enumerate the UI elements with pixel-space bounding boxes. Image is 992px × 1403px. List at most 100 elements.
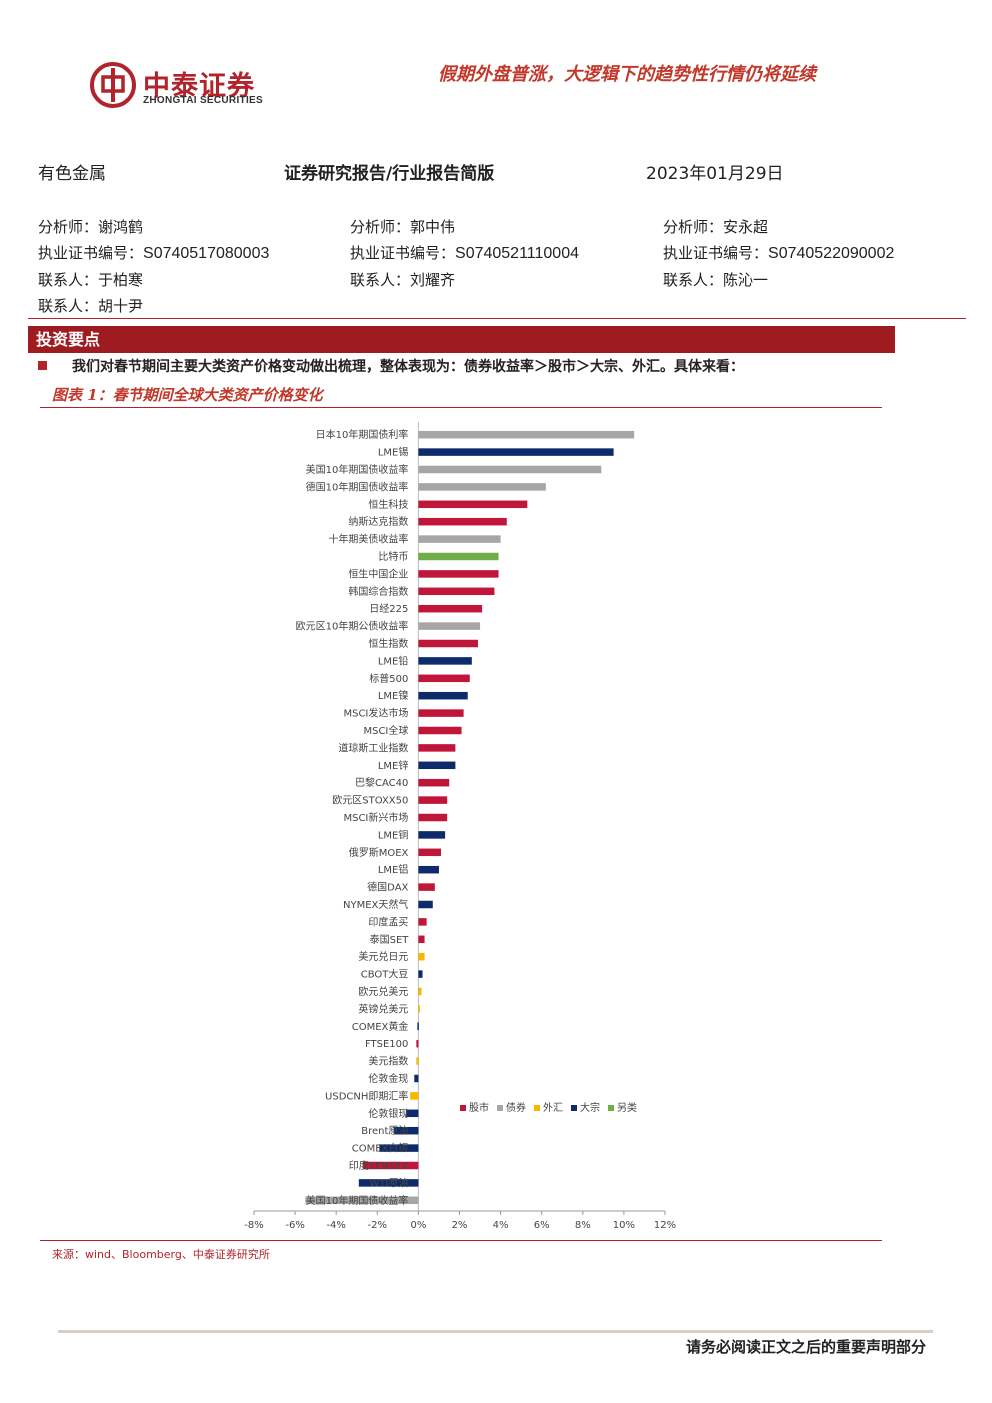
header-divider bbox=[28, 318, 966, 319]
bar bbox=[418, 535, 501, 543]
x-tick-label: -6% bbox=[285, 1220, 304, 1230]
bar bbox=[418, 709, 464, 717]
certificate-number: S0740517080003 bbox=[143, 245, 270, 262]
analyst-block-3: 分析师：安永超 执业证书编号：S0740522090002 联系人：陈沁一 bbox=[663, 218, 895, 289]
asset-price-change-chart: 日本10年期国债利率 LME锡美国10年期国债收益率德国10年期国债收益率恒生科技… bbox=[244, 422, 676, 1230]
bar bbox=[393, 1126, 419, 1135]
bar-label: 印度孟买 bbox=[368, 915, 408, 928]
bar bbox=[418, 1005, 420, 1013]
legend-entry: 股市 bbox=[469, 1101, 489, 1114]
bar bbox=[418, 622, 481, 630]
bar bbox=[418, 883, 435, 891]
report-headline: 假期外盘普涨，大逻辑下的趋势性行情仍将延续 bbox=[438, 64, 816, 85]
zhongtai-logo-icon bbox=[90, 62, 136, 108]
bar-label: FTSE100 bbox=[365, 1039, 408, 1050]
bar bbox=[418, 639, 478, 648]
bar bbox=[418, 570, 499, 578]
bar bbox=[418, 674, 470, 683]
certificate-number: S0740522090002 bbox=[768, 245, 895, 262]
bar-label: 巴黎CAC40 bbox=[355, 776, 408, 789]
bar-label: LME铝 bbox=[378, 864, 409, 876]
bar-label: 美元指数 bbox=[368, 1055, 408, 1068]
bar bbox=[418, 918, 427, 926]
bar-label: 纳斯达克指数 bbox=[348, 515, 408, 528]
certificate-number: S0740521110004 bbox=[455, 245, 579, 262]
bar bbox=[362, 1161, 419, 1170]
bar bbox=[418, 796, 448, 804]
analyst-block-2: 分析师：郭中伟 执业证书编号：S0740521110004 联系人：刘耀齐 bbox=[350, 218, 579, 289]
bar-label: 英镑兑美元 bbox=[358, 1002, 408, 1015]
x-tick-label: 10% bbox=[613, 1220, 635, 1230]
bar-label: COMEX白银 bbox=[352, 1142, 409, 1155]
bar bbox=[305, 1196, 419, 1205]
x-tick-label: 12% bbox=[654, 1220, 676, 1230]
legend-entry: 外汇 bbox=[543, 1101, 563, 1114]
summary-bullet: 我们对春节期间主要大类资产价格变动做出梳理，整体表现为：债券收益率＞股市＞大宗、… bbox=[72, 359, 744, 375]
bullet-square-icon bbox=[38, 361, 47, 370]
figure-bottom-rule bbox=[40, 1240, 882, 1241]
bar bbox=[418, 761, 456, 770]
bar-label: 道琼斯工业指数 bbox=[338, 741, 408, 754]
legend-swatch bbox=[571, 1105, 577, 1111]
x-tick-label: 4% bbox=[493, 1220, 509, 1230]
bar-label: MSCI全球 bbox=[363, 724, 408, 737]
bar-label: 欧元兑美元 bbox=[358, 985, 408, 998]
legend-swatch bbox=[497, 1105, 503, 1111]
bar-label: LME锡 bbox=[378, 446, 409, 459]
bar-label: 日经225 bbox=[369, 602, 408, 615]
bar-label: LME镍 bbox=[378, 689, 409, 702]
bar bbox=[418, 778, 450, 787]
bar bbox=[418, 430, 635, 439]
x-tick-label: -2% bbox=[368, 1220, 387, 1230]
bar bbox=[418, 952, 425, 961]
bar-label: USDCNH即期汇率 bbox=[325, 1089, 408, 1102]
analyst-name: 郭中伟 bbox=[410, 218, 456, 236]
report-date: 2023年01月29日 bbox=[646, 164, 784, 184]
bar bbox=[406, 1109, 419, 1118]
bar-label: LME锌 bbox=[378, 759, 409, 772]
footer-disclaimer: 请务必阅读正文之后的重要声明部分 bbox=[685, 1338, 926, 1356]
bar bbox=[418, 744, 456, 752]
bar bbox=[418, 813, 448, 822]
report-type: 证券研究报告/行业报告简版 bbox=[284, 164, 495, 184]
legend-entry: 另类 bbox=[617, 1101, 637, 1114]
x-tick-label: 6% bbox=[534, 1220, 550, 1230]
bar-label: COMEX黄金 bbox=[352, 1020, 409, 1033]
bar-label: 十年期美债收益率 bbox=[328, 533, 408, 546]
bar-label: 伦敦银现 bbox=[368, 1107, 408, 1120]
bar-label: MSCI发达市场 bbox=[343, 707, 408, 720]
analyst-name: 谢鸿鹤 bbox=[98, 218, 144, 236]
bar-label: 美元兑日元 bbox=[358, 950, 408, 963]
bar bbox=[417, 1022, 419, 1031]
x-tick-label: 8% bbox=[575, 1220, 591, 1230]
logo-english-name: ZHONGTAI SECURITIES bbox=[143, 95, 263, 106]
bar-label: 日本10年期国债利率 bbox=[316, 428, 409, 441]
contact-name: 于柏寒 bbox=[98, 271, 144, 289]
legend-swatch bbox=[534, 1105, 540, 1111]
bar-label: 美国10年期国债收益率 bbox=[306, 463, 409, 476]
legend-entry: 债券 bbox=[506, 1101, 526, 1114]
bar bbox=[418, 848, 442, 857]
bar-label: MSCI新兴市场 bbox=[343, 811, 408, 824]
bar bbox=[418, 604, 483, 613]
figure-top-rule bbox=[40, 407, 882, 408]
contact-name: 胡十尹 bbox=[98, 297, 144, 315]
bar bbox=[418, 448, 614, 456]
bar-label: Brent原油 bbox=[361, 1124, 408, 1137]
bar bbox=[418, 987, 422, 996]
bar-label: 恒生科技 bbox=[368, 498, 408, 511]
bar-label: 恒生指数 bbox=[368, 637, 408, 650]
bar bbox=[418, 483, 546, 491]
bar bbox=[418, 865, 439, 874]
bar-label: WTI原油 bbox=[369, 1176, 408, 1189]
x-tick-label: 2% bbox=[452, 1220, 468, 1230]
bar-label: LME铅 bbox=[378, 654, 409, 667]
x-tick-label: -4% bbox=[326, 1220, 345, 1230]
bar bbox=[418, 970, 423, 978]
bar-label: 美国10年期国债收益率 bbox=[306, 1194, 409, 1207]
bar-label: 恒生中国企业 bbox=[348, 567, 408, 580]
bar-label: NYMEX天然气 bbox=[343, 898, 408, 911]
contact-name: 陈沁一 bbox=[723, 271, 769, 289]
bar bbox=[414, 1074, 419, 1083]
bar bbox=[418, 465, 602, 474]
